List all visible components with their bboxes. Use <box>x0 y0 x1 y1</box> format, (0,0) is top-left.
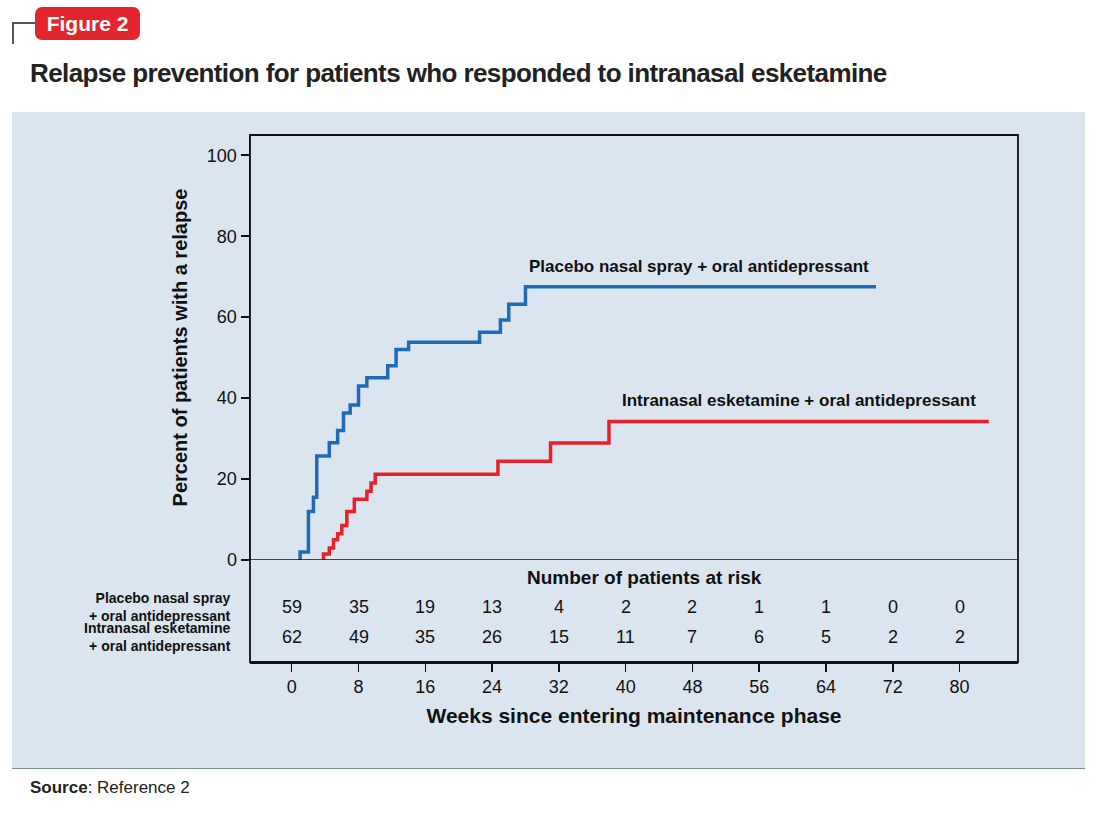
svg-text:8: 8 <box>354 677 364 697</box>
svg-text:Intranasal esketamine + oral a: Intranasal esketamine + oral antidepress… <box>622 391 976 410</box>
svg-text:24: 24 <box>482 677 502 697</box>
svg-text:49: 49 <box>349 627 369 647</box>
svg-text:Intranasal esketamine+ oral an: Intranasal esketamine+ oral antidepressa… <box>84 620 231 654</box>
svg-text:Percent of patients with a rel: Percent of patients with a relapse <box>169 189 191 507</box>
svg-text:7: 7 <box>687 627 697 647</box>
svg-text:Number of patients at risk: Number of patients at risk <box>527 567 762 588</box>
svg-text:1: 1 <box>754 597 764 617</box>
svg-text:15: 15 <box>549 627 569 647</box>
html-text:Figure 2: Figure 2 <box>46 12 129 35</box>
svg-text:62: 62 <box>282 627 302 647</box>
svg-text:2: 2 <box>955 627 965 647</box>
svg-text:4: 4 <box>554 597 564 617</box>
svg-text:0: 0 <box>888 597 898 617</box>
svg-text:56: 56 <box>749 677 769 697</box>
svg-text:80: 80 <box>217 227 237 247</box>
svg-text:80: 80 <box>950 677 970 697</box>
html-text:Relapse prevention for patient: Relapse prevention for patients who resp… <box>30 58 887 88</box>
svg-text:19: 19 <box>415 597 435 617</box>
svg-text:2: 2 <box>888 627 898 647</box>
svg-text:26: 26 <box>482 627 502 647</box>
svg-text:13: 13 <box>482 597 502 617</box>
svg-text:40: 40 <box>217 388 237 408</box>
svg-text:32: 32 <box>549 677 569 697</box>
svg-text:64: 64 <box>816 677 836 697</box>
svg-text:35: 35 <box>349 597 369 617</box>
svg-text:Weeks since entering maintenan: Weeks since entering maintenance phase <box>426 704 841 727</box>
svg-text:100: 100 <box>207 146 237 166</box>
svg-text:72: 72 <box>883 677 903 697</box>
svg-text:6: 6 <box>754 627 764 647</box>
svg-text:16: 16 <box>415 677 435 697</box>
svg-text:0: 0 <box>287 677 297 697</box>
svg-text:2: 2 <box>621 597 631 617</box>
svg-text:1: 1 <box>821 597 831 617</box>
svg-text:0: 0 <box>227 550 237 570</box>
svg-text:48: 48 <box>682 677 702 697</box>
svg-text:40: 40 <box>616 677 636 697</box>
svg-text:59: 59 <box>282 597 302 617</box>
svg-text:11: 11 <box>616 627 635 647</box>
svg-text:35: 35 <box>415 627 435 647</box>
svg-text:20: 20 <box>217 469 237 489</box>
svg-text:60: 60 <box>217 307 237 327</box>
svg-text:0: 0 <box>955 597 965 617</box>
svg-text:2: 2 <box>687 597 697 617</box>
svg-text:Placebo nasal spray + oral ant: Placebo nasal spray + oral antidepressan… <box>529 257 869 276</box>
svg-text:5: 5 <box>821 627 831 647</box>
svg-text:Placebo nasal spray+ oral anti: Placebo nasal spray+ oral antidepressant <box>89 590 231 624</box>
html-text:Source: Reference 2: Source: Reference 2 <box>30 778 190 797</box>
